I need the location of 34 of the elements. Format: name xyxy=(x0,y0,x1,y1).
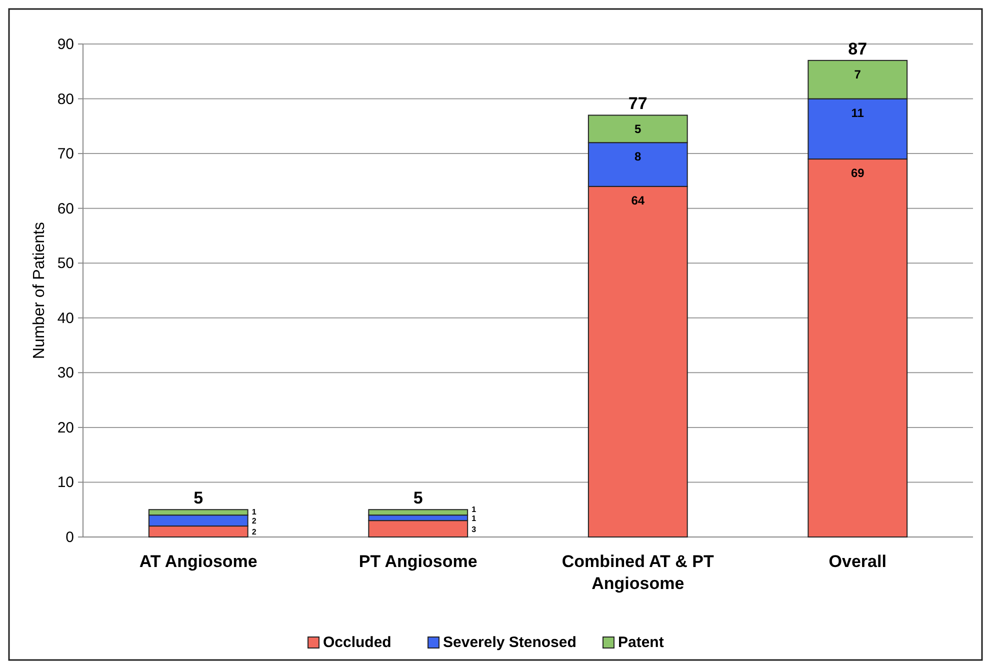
legend-label: Patent xyxy=(618,634,664,651)
y-tick-label: 50 xyxy=(57,255,74,272)
y-tick-label: 60 xyxy=(57,200,74,218)
total-label: 77 xyxy=(628,94,648,114)
y-axis-title: Number of Patients xyxy=(31,222,48,359)
y-tick-label: 40 xyxy=(57,310,74,327)
y-tick-label: 90 xyxy=(57,36,74,53)
total-label: 87 xyxy=(848,39,868,58)
data-label: 11 xyxy=(851,106,864,120)
total-label: 5 xyxy=(413,488,423,508)
data-label: 64 xyxy=(631,193,645,208)
data-label: 1 xyxy=(472,504,477,514)
total-label: 5 xyxy=(194,488,204,508)
y-tick-label: 70 xyxy=(57,146,74,163)
data-label: 1 xyxy=(252,508,257,517)
data-label: 5 xyxy=(634,122,642,136)
data-label: 1 xyxy=(472,514,477,523)
data-label: 8 xyxy=(634,150,642,164)
y-tick-label: 20 xyxy=(57,419,74,436)
y-tick-label: 30 xyxy=(57,364,74,382)
data-label: 3 xyxy=(472,524,477,534)
legend-label: Occluded xyxy=(323,634,392,651)
y-tick-label: 80 xyxy=(57,90,74,108)
y-tick-label: 0 xyxy=(66,529,74,546)
x-tick-label: Overall xyxy=(828,552,886,571)
data-label: 2 xyxy=(252,528,257,537)
y-tick-label: 10 xyxy=(57,474,74,492)
x-tick-label: Combined AT & PT Angiosome xyxy=(562,552,715,593)
legend-label: Severely Stenosed xyxy=(443,634,576,651)
x-tick-label: AT Angiosome xyxy=(139,552,258,571)
data-label: 7 xyxy=(854,67,862,82)
data-label: 2 xyxy=(252,516,257,526)
x-tick-label: PT Angiosome xyxy=(358,552,478,571)
data-label: 69 xyxy=(850,166,865,180)
